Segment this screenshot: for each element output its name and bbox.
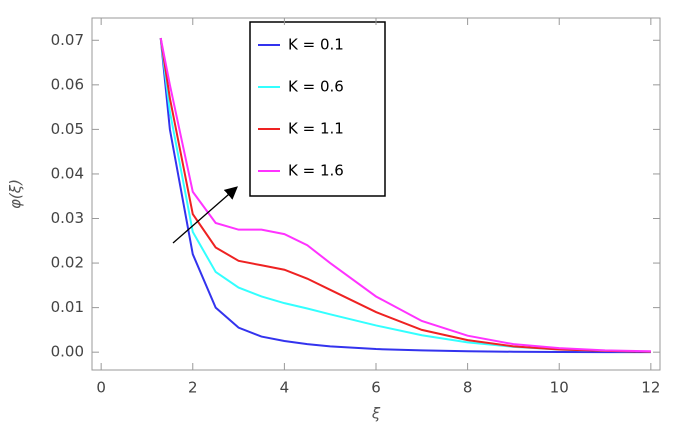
- y-axis-title: φ(ξ): [7, 179, 25, 209]
- x-tick-label: 2: [188, 379, 198, 397]
- series-line: [159, 37, 651, 353]
- y-tick-label: 0.05: [51, 120, 84, 138]
- legend-label: K = 0.1: [288, 36, 344, 54]
- series-line: [159, 37, 651, 353]
- x-tick-label: 12: [641, 379, 660, 397]
- y-tick-label: 0.00: [51, 343, 84, 361]
- legend-label: K = 1.1: [288, 120, 344, 138]
- x-tick-label: 8: [463, 379, 473, 397]
- series-line: [159, 37, 651, 353]
- legend: K = 0.1 K = 0.6 K = 1.1 K = 1.6: [258, 36, 344, 180]
- legend-box: [249, 21, 386, 197]
- y-tick-label: 0.03: [51, 209, 84, 227]
- lines: [159, 37, 651, 354]
- x-tick-label: 10: [550, 379, 569, 397]
- x-axis-title: ξ: [371, 405, 381, 423]
- trend-arrow: [172, 186, 238, 244]
- y-tick-label: 0.01: [51, 298, 84, 316]
- x-tick-label: 0: [96, 379, 106, 397]
- y-tick-label: 0.02: [51, 254, 84, 272]
- series-line: [159, 37, 651, 354]
- x-tick-label: 6: [371, 379, 381, 397]
- y-tick-label: 0.04: [51, 164, 84, 182]
- y-tick-label: 0.07: [51, 31, 84, 49]
- legend-label: K = 1.6: [288, 162, 344, 180]
- y-tick-label: 0.06: [51, 75, 84, 93]
- x-tick-label: 4: [280, 379, 290, 397]
- legend-label: K = 0.6: [288, 78, 344, 96]
